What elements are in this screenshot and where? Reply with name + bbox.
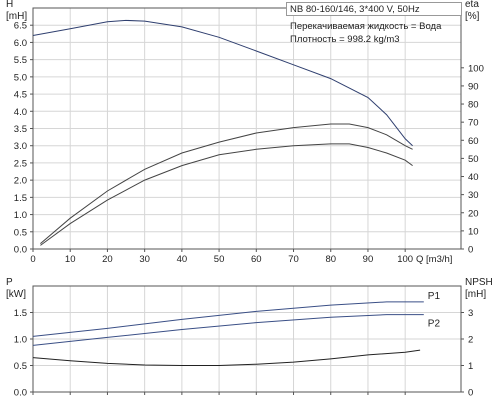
left-tick-label: 0.5 (14, 227, 27, 238)
right-tick-label: 30 (468, 190, 479, 201)
right-tick-label: 2 (468, 335, 473, 346)
right-axis-unit: [%] (465, 11, 480, 22)
x-tick-label: 30 (139, 254, 150, 265)
left-tick-label: 4.0 (14, 107, 27, 118)
pump-model-title: NB 80-160/146, 3*400 V, 50Hz (286, 2, 462, 16)
left-axis-unit: [mH] (6, 11, 27, 22)
left-tick-label: 2.0 (14, 176, 27, 187)
x-tick-label: 10 (65, 254, 76, 265)
x-axis-label: Q [m3/h] (416, 254, 452, 265)
right-tick-label: 0 (468, 245, 473, 256)
density-note: Плотность = 998.2 kg/m3 (290, 34, 400, 45)
right-tick-label: 1 (468, 361, 473, 372)
power-npsh-panel: 0.0 0.5 1.0 1.5 0 1 2 3 P[kW] NPSH[mH] P1 P2 (6, 277, 493, 399)
series-line-npsh-2 (32, 349, 421, 366)
series-label-p2: P2 (428, 319, 441, 330)
right-axis-label: NPSH (465, 277, 493, 288)
series-line-eta-1 (40, 123, 413, 244)
left-axis-label: H (6, 0, 13, 10)
left-tick-label: 0.0 (14, 388, 27, 399)
fluid-note: Перекачиваемая жидкость = Вода (290, 21, 442, 32)
left-tick-label: 1.0 (14, 210, 27, 221)
x-tick-label: 50 (214, 254, 225, 265)
x-tick-label: 100 (397, 254, 413, 265)
right-tick-label: 3 (468, 308, 473, 319)
left-tick-label: 4.5 (14, 90, 27, 101)
right-axis-label: eta (465, 0, 479, 10)
series-label-p1: P1 (428, 291, 441, 302)
right-tick-label: 0 (468, 388, 473, 399)
x-tick-label: 90 (363, 254, 374, 265)
x-tick-label: 60 (251, 254, 262, 265)
right-tick-label: 100 (468, 63, 484, 74)
x-tick-label: 0 (30, 254, 35, 265)
left-tick-label: 2.5 (14, 158, 27, 169)
right-tick-label: 40 (468, 172, 479, 183)
x-tick-label: 80 (325, 254, 336, 265)
left-tick-label: 1.5 (14, 193, 27, 204)
left-tick-label: 6.0 (14, 38, 27, 49)
left-tick-label: 3.0 (14, 141, 27, 152)
series-line-eta-2 (40, 143, 413, 246)
right-tick-label: 80 (468, 100, 479, 111)
series-line-p1 (32, 301, 424, 337)
right-tick-label: 50 (468, 154, 479, 165)
left-axis-unit: [kW] (6, 289, 26, 300)
series-line-h-0 (32, 19, 413, 147)
left-tick-label: 6.5 (14, 21, 27, 32)
series-line-p2 (32, 314, 424, 346)
x-tick-label: 40 (177, 254, 188, 265)
left-tick-label: 5.5 (14, 55, 27, 66)
left-axis-label: P (6, 277, 13, 288)
left-tick-label: 1.0 (14, 335, 27, 346)
right-tick-label: 90 (468, 81, 479, 92)
right-tick-label: 70 (468, 118, 479, 129)
x-tick-label: 70 (288, 254, 299, 265)
left-tick-label: 5.0 (14, 72, 27, 83)
x-tick-label: 20 (102, 254, 113, 265)
right-axis-unit: [mH] (465, 289, 486, 300)
left-tick-label: 0.5 (14, 361, 27, 372)
right-tick-label: 10 (468, 226, 479, 237)
left-tick-label: 3.5 (14, 124, 27, 135)
right-tick-label: 20 (468, 208, 479, 219)
right-tick-label: 60 (468, 136, 479, 147)
left-tick-label: 1.5 (14, 308, 27, 319)
left-tick-label: 0.0 (14, 245, 27, 256)
head-efficiency-panel: 0.0 0.5 1.0 1.5 2.0 2.5 3.0 3.5 4.0 4.5 5.0 5.5 6.0 6… (6, 0, 484, 265)
